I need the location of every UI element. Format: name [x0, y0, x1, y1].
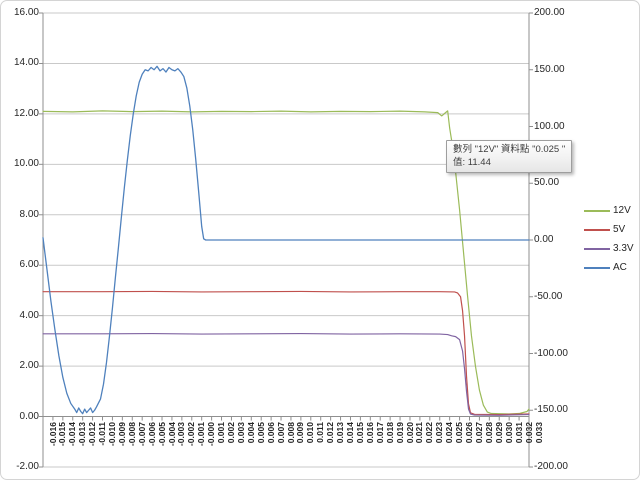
left-axis-label: 8.00	[19, 208, 39, 220]
right-axis-label: 100.00	[534, 120, 565, 132]
x-axis-label: 0.024	[444, 422, 455, 444]
x-axis-label: 0.030	[503, 422, 514, 444]
x-axis-label: 0.007	[275, 422, 286, 444]
legend-line-swatch	[584, 267, 610, 269]
x-axis-label: -0.003	[176, 422, 187, 447]
x-axis-label: -0.007	[136, 422, 147, 447]
legend-line-swatch	[584, 229, 610, 231]
x-axis-label: -0.000	[206, 422, 217, 447]
legend-item-12v[interactable]: 12V	[584, 204, 631, 218]
x-axis-label: 0.019	[394, 422, 405, 444]
x-axis-label: 0.012	[325, 422, 336, 444]
x-axis-label: -0.011	[97, 422, 108, 446]
x-axis-label: -0.014	[67, 422, 78, 447]
x-axis-label: -0.002	[186, 422, 197, 447]
x-axis-label: 0.005	[255, 422, 266, 444]
x-axis-label: 0.026	[464, 422, 475, 444]
right-axis-label: -50.00	[534, 290, 563, 302]
left-axis-label: 4.00	[19, 309, 39, 321]
left-axis-label: 6.00	[19, 259, 39, 271]
x-axis-label: 0.027	[473, 422, 484, 444]
legend-label: 5V	[613, 224, 626, 235]
x-axis-label: 0.032	[523, 422, 534, 444]
x-axis-label: -0.012	[87, 422, 98, 447]
x-axis-label: 0.028	[483, 422, 494, 444]
x-axis-label: -0.008	[126, 422, 137, 447]
x-axis-label: -0.013	[77, 422, 88, 447]
x-axis-label: 0.033	[533, 422, 544, 444]
left-axis-label: 12.00	[13, 107, 39, 119]
x-axis-label: 0.011	[315, 422, 326, 443]
right-axis-label: 50.00	[534, 177, 560, 189]
x-axis-label: 0.001	[216, 422, 227, 444]
x-axis-label: 0.002	[226, 422, 237, 444]
x-axis-label: 0.016	[364, 422, 375, 444]
x-axis-label: -0.001	[196, 422, 207, 447]
right-axis-label: 0.00	[534, 234, 554, 245]
left-axis-label: 14.00	[13, 57, 39, 69]
x-axis-label: -0.010	[107, 422, 117, 447]
x-axis-label: 0.006	[265, 422, 276, 444]
x-axis-label: -0.015	[57, 422, 68, 447]
left-axis-label: 0.00	[19, 410, 39, 422]
x-axis-label: 0.003	[235, 422, 246, 444]
left-axis-label: 16.00	[13, 7, 39, 18]
series-line-5v[interactable]	[42, 290, 530, 416]
legend-line-swatch	[584, 248, 610, 250]
x-axis-label: 0.004	[245, 422, 256, 444]
x-axis-label: 0.022	[424, 422, 435, 444]
x-axis-label: 0.013	[335, 422, 346, 444]
tooltip-value-line: 值: 11.44	[453, 157, 491, 168]
left-axis-label: -2.00	[16, 461, 39, 472]
series-line-ac[interactable]	[42, 65, 530, 415]
tooltip-series-line: 數列 "12V" 資料點 "0.025 "	[453, 144, 566, 155]
x-axis-label: 0.025	[454, 422, 465, 444]
datapoint-tooltip: 數列 "12V" 資料點 "0.025 " 值: 11.44	[446, 140, 573, 173]
legend-line-swatch	[584, 210, 610, 212]
x-axis-label: -0.016	[47, 422, 58, 447]
x-axis-label: 0.009	[295, 422, 306, 444]
x-axis-label: 0.015	[354, 422, 365, 444]
legend-label: 12V	[613, 205, 631, 216]
legend-item-ac[interactable]: AC	[584, 261, 627, 275]
x-axis-label: 0.017	[374, 422, 385, 444]
x-axis-label: 0.014	[345, 422, 356, 444]
legend-label: 3.3V	[613, 243, 634, 254]
series-line-3-3v[interactable]	[42, 332, 530, 416]
legend-item-5v[interactable]: 5V	[584, 223, 625, 237]
legend-item-3-3v[interactable]: 3.3V	[584, 242, 634, 256]
x-axis-label: -0.006	[146, 422, 157, 447]
x-axis-label: 0.021	[414, 422, 425, 444]
right-axis-label: -150.00	[534, 404, 568, 416]
right-axis-label: 200.00	[534, 7, 565, 18]
x-axis-label: 0.029	[493, 422, 504, 444]
x-axis-label: -0.005	[156, 422, 167, 447]
right-axis-label: -100.00	[534, 347, 568, 359]
x-axis-label: 0.018	[384, 422, 395, 444]
left-axis-label: 10.00	[13, 158, 39, 170]
right-axis-label: -200.00	[534, 461, 568, 472]
left-axis-label: 2.00	[19, 360, 39, 372]
x-axis-label: 0.031	[513, 422, 524, 444]
x-axis-label: 0.023	[434, 422, 445, 444]
right-axis-label: 150.00	[534, 63, 565, 75]
x-axis-label: 0.010	[305, 422, 316, 444]
series-line-12v[interactable]	[42, 110, 530, 415]
x-axis-label: -0.009	[116, 422, 127, 447]
legend-label: AC	[613, 262, 627, 273]
